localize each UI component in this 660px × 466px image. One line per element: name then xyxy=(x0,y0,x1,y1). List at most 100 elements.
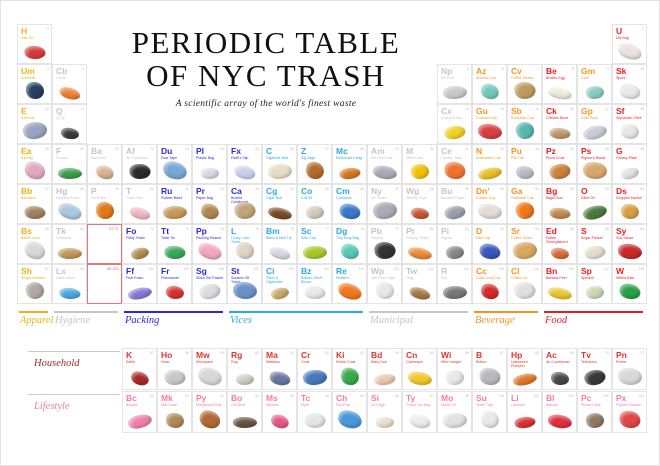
element-name: Banana Peel xyxy=(546,276,567,280)
element-number: 110 xyxy=(358,266,364,271)
element-cell-Tv: Tv 70 Television xyxy=(577,348,612,390)
element-number: 2 xyxy=(642,26,644,31)
element-name: Pigeon's Bread xyxy=(581,156,606,160)
element-cell-Bl: Bl 101 Balloon xyxy=(542,391,577,433)
element-symbol: Sc xyxy=(301,226,312,236)
element-name: Television xyxy=(581,360,597,364)
element-name: Kettle xyxy=(126,360,136,364)
element-cell-Co: Co 45 Colt 45 xyxy=(297,184,332,224)
element-name: Packing Peanut xyxy=(196,236,222,240)
category-label-food: Food xyxy=(545,315,568,326)
element-number: 3 xyxy=(47,66,49,71)
element-number: 62 xyxy=(325,350,329,355)
element-number: 80 xyxy=(430,226,434,231)
element-number: 36 xyxy=(640,146,644,151)
element-number: 31 xyxy=(465,146,469,151)
element-number: 95 xyxy=(360,393,364,398)
trash-photo xyxy=(406,370,433,387)
element-number: 104 xyxy=(148,266,154,271)
element-name: Clothespin xyxy=(406,360,423,364)
element-cell-Ty: Ty 97 Thank You Bag xyxy=(402,391,437,433)
trash-photo xyxy=(266,205,293,222)
element-name: Dropped Danish xyxy=(616,196,642,200)
element-number: 105 xyxy=(183,266,189,271)
element-symbol: C xyxy=(266,146,273,156)
element-number: 39 xyxy=(115,186,119,191)
element-cell-Du: Du 23 Duct Tape xyxy=(157,144,192,184)
trash-photo xyxy=(25,81,44,100)
trash-photo xyxy=(195,365,224,388)
trash-photo xyxy=(199,167,220,180)
element-cell-Bd: Bd 64 Baby Doll xyxy=(367,348,402,390)
element-name: Bandana xyxy=(21,196,36,200)
element-cell-Dg: Dg 78 Tiny Drug Bag xyxy=(332,224,367,264)
element-number: 94 xyxy=(325,393,329,398)
trash-photo xyxy=(371,164,398,181)
element-symbol: Mc xyxy=(336,146,348,156)
element-number: 49 xyxy=(465,186,469,191)
category-rule-beverage xyxy=(474,311,538,313)
element-number: 74 xyxy=(220,226,224,231)
element-cell-Bn: Bn 116 Banana Peel xyxy=(542,264,577,304)
element-symbol: Pn xyxy=(616,350,627,360)
element-number: 43 xyxy=(255,186,259,191)
element-name: Black & Mild Tip xyxy=(266,236,292,240)
element-symbol: Gu xyxy=(476,106,488,116)
element-number: 54 xyxy=(640,186,644,191)
element-number: 53 xyxy=(605,186,609,191)
element-number: 79 xyxy=(395,226,399,231)
element-name: Reese's xyxy=(336,276,349,280)
element-symbol: Ds xyxy=(616,186,627,196)
trash-photo xyxy=(163,245,186,260)
element-name: Twist Tie xyxy=(161,236,175,240)
element-symbol: Sf xyxy=(616,106,625,116)
element-cell-Ny: Ny 47 NY Times xyxy=(367,184,402,224)
trash-photo xyxy=(301,244,328,261)
element-number: 57 xyxy=(150,350,154,355)
element-number: 30 xyxy=(430,146,434,151)
element-symbol: Su xyxy=(476,393,487,403)
element-cell-Cc: Cc 114 Coca-Cola Can xyxy=(472,264,507,304)
element-cell-H: H 1 Hair Tie xyxy=(17,24,52,64)
element-cell-Az: Az 6 Arizona Can xyxy=(472,64,507,104)
element-symbol: T xyxy=(126,186,132,196)
element-number: 1 xyxy=(47,26,49,31)
trash-photo xyxy=(441,84,468,101)
element-cell-Cb: Cb 4 Comb xyxy=(52,64,87,104)
element-number: 103 xyxy=(638,393,644,398)
element-number: 33 xyxy=(535,146,539,151)
element-cell-Cr: Cr 62 Chair xyxy=(297,348,332,390)
element-cell-C: C 26 Cigarette Butt xyxy=(262,144,297,184)
element-number: 107 xyxy=(253,266,259,271)
element-number: 93 xyxy=(290,393,294,398)
element-name: NY Post xyxy=(441,76,455,80)
element-symbol: Z xyxy=(301,146,307,156)
element-name: Microwave xyxy=(196,360,214,364)
element-cell-Cg: Cg 44 Cigar Butt xyxy=(262,184,297,224)
trash-photo xyxy=(371,199,398,222)
element-symbol: Ny xyxy=(371,186,382,196)
trash-photo xyxy=(304,204,325,221)
element-cell-Pc: Pc 102 Phone Case xyxy=(577,391,612,433)
element-symbol: Ps xyxy=(581,146,592,156)
trash-photo xyxy=(441,411,468,430)
element-symbol: Pl xyxy=(196,146,205,156)
element-name: FedEx Slip xyxy=(231,156,249,160)
element-cell-Tc: Tc 94 Flyer xyxy=(297,391,332,433)
element-name: Olive Oil xyxy=(581,196,595,200)
element-symbol: Cl xyxy=(511,266,520,276)
element-name: Paper Bag xyxy=(196,196,213,200)
element-symbol: Sy xyxy=(616,226,627,236)
element-number: 109 xyxy=(323,266,329,271)
trash-photo xyxy=(441,284,468,301)
trash-photo xyxy=(584,284,605,301)
element-cell-Su: Su 99 Sushi Tray xyxy=(472,391,507,433)
element-number: 90 xyxy=(185,393,189,398)
trash-photo xyxy=(234,373,255,386)
element-name: Deli Cup xyxy=(476,236,490,240)
element-number: 24 xyxy=(220,146,224,151)
element-cell-Mw: Mw 59 Microwave xyxy=(192,348,227,390)
trash-photo xyxy=(303,285,326,300)
element-cell-Sh: Sh 87 Single Sneaker xyxy=(17,264,52,304)
element-cell-M: M 30 MetroCard xyxy=(402,144,437,184)
